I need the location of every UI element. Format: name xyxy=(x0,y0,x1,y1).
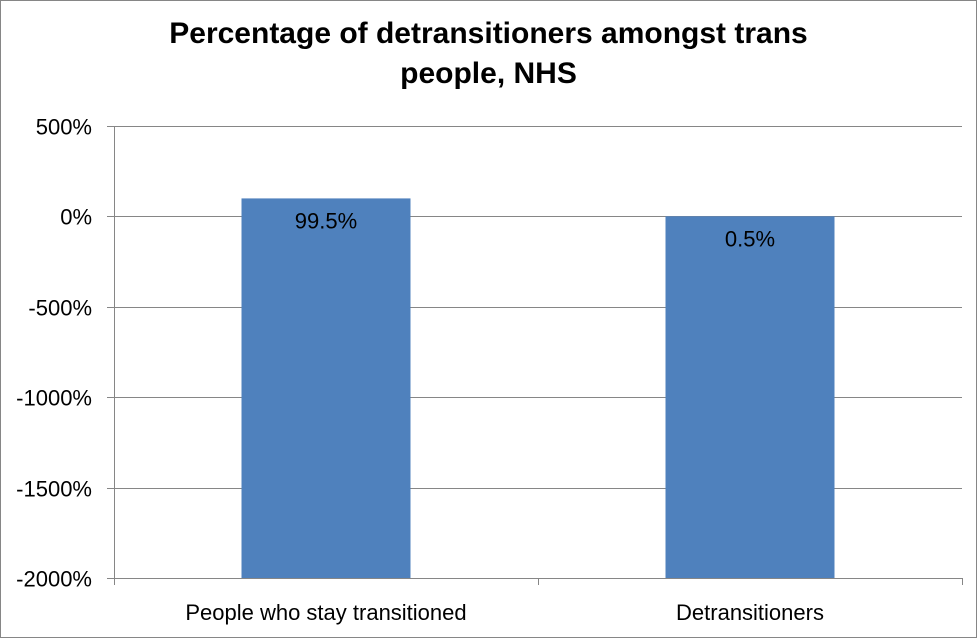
data-label: 99.5% xyxy=(295,208,357,233)
y-tick-label: -500% xyxy=(28,296,92,321)
x-tick-label: People who stay transitioned xyxy=(185,600,466,625)
y-tick-label: 500% xyxy=(36,115,92,140)
bar-1 xyxy=(665,216,835,578)
x-tick-label: Detransitioners xyxy=(676,600,824,625)
y-tick-label: -1000% xyxy=(16,386,92,411)
chart-title-text: Percentage of detransitioners amongst tr… xyxy=(169,17,808,90)
y-tick-label: -1500% xyxy=(16,477,92,502)
data-label: 0.5% xyxy=(725,226,775,251)
bar-0 xyxy=(241,198,411,578)
chart-title: Percentage of detransitioners amongst tr… xyxy=(0,14,977,94)
y-tick-label: 0% xyxy=(60,205,92,230)
y-tick-label: -2000% xyxy=(16,567,92,592)
